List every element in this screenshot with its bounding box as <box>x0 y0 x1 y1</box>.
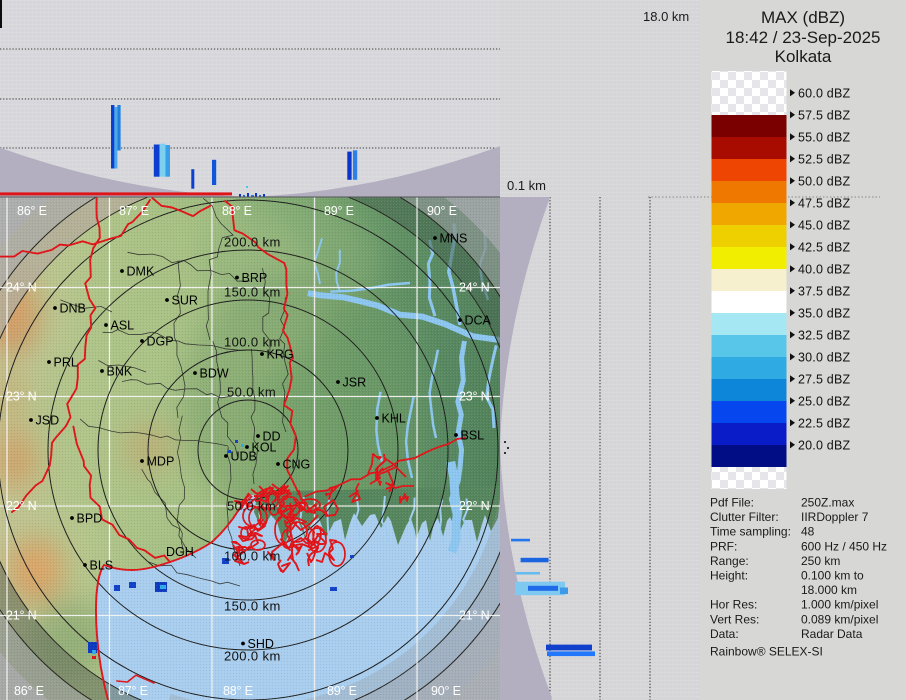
svg-text:MDP: MDP <box>147 455 175 469</box>
svg-text:100.0 km: 100.0 km <box>224 335 281 350</box>
svg-text:30.0 dBZ: 30.0 dBZ <box>798 350 850 364</box>
svg-text:ASL: ASL <box>111 319 135 333</box>
svg-text:50.0 km: 50.0 km <box>227 499 276 514</box>
svg-text:55.0 dBZ: 55.0 dBZ <box>798 130 850 144</box>
svg-text:24° N: 24° N <box>459 281 490 295</box>
svg-text:BNK: BNK <box>107 365 133 379</box>
svg-text:Hor Res:: Hor Res: <box>710 598 757 612</box>
svg-text:23° N: 23° N <box>6 390 37 404</box>
svg-text:50.0 km: 50.0 km <box>227 385 276 400</box>
svg-text:27.5 dBZ: 27.5 dBZ <box>798 372 850 386</box>
svg-text:21° N: 21° N <box>6 609 37 623</box>
svg-text:KHL: KHL <box>382 412 406 426</box>
svg-text:100.0 km: 100.0 km <box>224 549 281 564</box>
svg-text:24° N: 24° N <box>6 281 37 295</box>
svg-text:BRP: BRP <box>242 271 268 285</box>
svg-text:25.0 dBZ: 25.0 dBZ <box>798 394 850 408</box>
svg-text:0.1 km: 0.1 km <box>507 178 546 193</box>
svg-text:1.000 km/pixel: 1.000 km/pixel <box>801 598 878 612</box>
svg-text:40.0 dBZ: 40.0 dBZ <box>798 262 850 276</box>
svg-text:Data:: Data: <box>710 627 739 641</box>
svg-text:48: 48 <box>801 525 815 539</box>
svg-text:60.0 dBZ: 60.0 dBZ <box>798 86 850 100</box>
svg-text:PRF:: PRF: <box>710 539 737 553</box>
svg-text:150.0 km: 150.0 km <box>224 285 281 300</box>
svg-text:IIRDoppler 7: IIRDoppler 7 <box>801 510 869 524</box>
svg-text:18.0 km: 18.0 km <box>643 9 689 24</box>
svg-text:47.5 dBZ: 47.5 dBZ <box>798 196 850 210</box>
svg-text:UDB: UDB <box>231 450 257 464</box>
svg-text:DGP: DGP <box>147 335 174 349</box>
svg-text:DMK: DMK <box>127 265 155 279</box>
svg-text:MAX (dBZ): MAX (dBZ) <box>761 8 845 27</box>
svg-text:23° N: 23° N <box>459 390 490 404</box>
svg-text:Clutter Filter:: Clutter Filter: <box>710 510 779 524</box>
svg-text:DNB: DNB <box>60 302 86 316</box>
svg-text:Radar Data: Radar Data <box>801 627 863 641</box>
svg-text:BSL: BSL <box>461 429 485 443</box>
svg-text:Rainbow® SELEX-SI: Rainbow® SELEX-SI <box>710 645 823 659</box>
svg-text:DGH: DGH <box>166 545 194 559</box>
svg-text:87° E: 87° E <box>118 684 148 698</box>
svg-text:22° N: 22° N <box>6 499 37 513</box>
svg-text:BPD: BPD <box>77 512 103 526</box>
svg-text:250 km: 250 km <box>801 554 840 568</box>
svg-text:150.0 km: 150.0 km <box>224 599 281 614</box>
svg-text:SHD: SHD <box>248 637 274 651</box>
svg-text:90° E: 90° E <box>427 204 457 218</box>
svg-text:DD: DD <box>263 430 281 444</box>
svg-text:57.5 dBZ: 57.5 dBZ <box>798 108 850 122</box>
svg-text:MNS: MNS <box>440 232 468 246</box>
svg-text:88° E: 88° E <box>222 204 252 218</box>
svg-text:KRG: KRG <box>267 348 294 362</box>
svg-text:PRL: PRL <box>54 356 78 370</box>
svg-text:Time sampling:: Time sampling: <box>710 525 791 539</box>
svg-text:Kolkata: Kolkata <box>775 47 832 66</box>
svg-text:250Z.max: 250Z.max <box>801 496 854 510</box>
svg-text:200.0 km: 200.0 km <box>224 235 281 250</box>
svg-text:86° E: 86° E <box>17 204 47 218</box>
svg-text:21° N: 21° N <box>459 609 490 623</box>
svg-text:86° E: 86° E <box>14 684 44 698</box>
svg-text:22.5 dBZ: 22.5 dBZ <box>798 416 850 430</box>
svg-text:BDW: BDW <box>200 367 229 381</box>
svg-text:KOL: KOL <box>252 441 277 455</box>
svg-text:BLS: BLS <box>90 559 114 573</box>
svg-text:200.0 km: 200.0 km <box>224 649 281 664</box>
svg-text:35.0 dBZ: 35.0 dBZ <box>798 306 850 320</box>
svg-text:600 Hz / 450 Hz: 600 Hz / 450 Hz <box>801 539 887 553</box>
svg-text:87° E: 87° E <box>119 204 149 218</box>
svg-text:0.089 km/pixel: 0.089 km/pixel <box>801 612 878 626</box>
svg-text:SUR: SUR <box>172 294 198 308</box>
svg-text:22° N: 22° N <box>459 499 490 513</box>
svg-text:Pdf File:: Pdf File: <box>710 496 754 510</box>
svg-text:50.0 dBZ: 50.0 dBZ <box>798 174 850 188</box>
svg-text:Vert Res:: Vert Res: <box>710 612 759 626</box>
svg-text:89° E: 89° E <box>327 684 357 698</box>
svg-text:32.5 dBZ: 32.5 dBZ <box>798 328 850 342</box>
svg-text:CNG: CNG <box>283 458 311 472</box>
svg-text:89° E: 89° E <box>324 204 354 218</box>
svg-text:DCA: DCA <box>465 314 492 328</box>
svg-text:20.0 dBZ: 20.0 dBZ <box>798 438 850 452</box>
svg-text:42.5 dBZ: 42.5 dBZ <box>798 240 850 254</box>
svg-text:88° E: 88° E <box>223 684 253 698</box>
svg-text:18:42 / 23-Sep-2025: 18:42 / 23-Sep-2025 <box>725 28 880 47</box>
svg-text:18.000 km: 18.000 km <box>801 583 857 597</box>
svg-text:37.5 dBZ: 37.5 dBZ <box>798 284 850 298</box>
svg-text:Range:: Range: <box>710 554 749 568</box>
svg-text:0.100 km to: 0.100 km to <box>801 569 864 583</box>
svg-text:JSD: JSD <box>36 414 60 428</box>
svg-text:JSR: JSR <box>343 376 367 390</box>
svg-text:90° E: 90° E <box>431 684 461 698</box>
svg-text:Height:: Height: <box>710 569 748 583</box>
svg-text:52.5 dBZ: 52.5 dBZ <box>798 152 850 166</box>
svg-text:45.0 dBZ: 45.0 dBZ <box>798 218 850 232</box>
